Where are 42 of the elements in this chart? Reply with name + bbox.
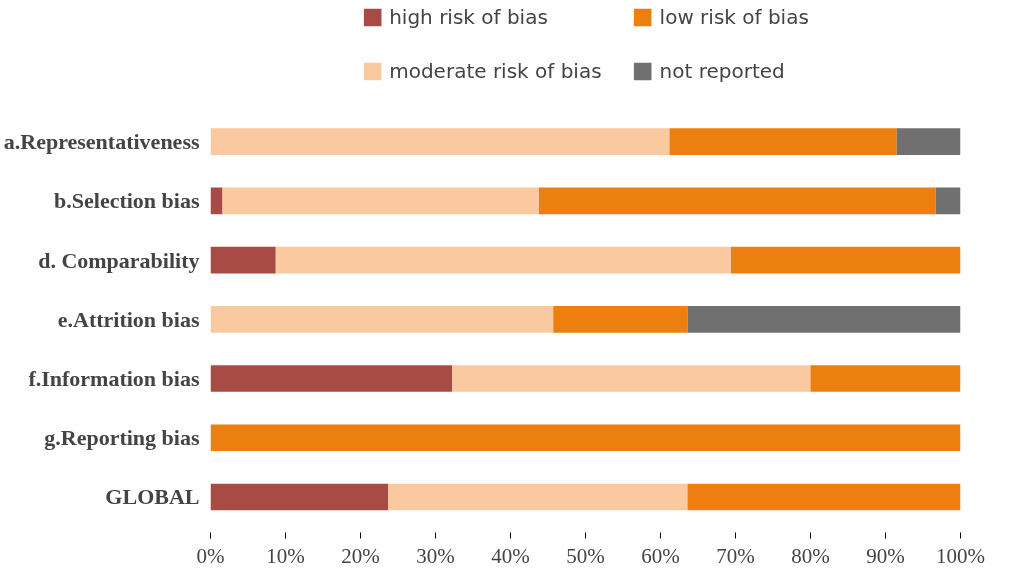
bar (222, 187, 539, 215)
y-tick-label: e.Attrition bias (57, 306, 200, 332)
x-tick-label: 100% (936, 543, 985, 568)
legend-label: moderate risk of bias (389, 59, 602, 83)
y-tick-label: g.Reporting bias (44, 425, 200, 451)
y-tick-label: GLOBAL (105, 484, 200, 510)
x-tick-label: 50% (566, 543, 605, 568)
x-tick-label: 70% (716, 543, 755, 568)
x-tick-label: 60% (641, 543, 680, 568)
bar (210, 187, 223, 215)
bar (210, 128, 670, 156)
bar (935, 187, 961, 215)
bar (210, 483, 389, 511)
y-tick-label: d. Comparability (38, 247, 200, 273)
bar (896, 128, 961, 156)
legend-label: high risk of bias (389, 5, 548, 29)
bar (553, 306, 688, 333)
bar (452, 365, 811, 392)
legend-label: low risk of bias (659, 5, 809, 29)
bar (731, 246, 961, 274)
bar (687, 483, 961, 511)
bar (210, 306, 554, 333)
x-tick-label: 80% (791, 543, 830, 568)
x-tick-label: 30% (416, 543, 455, 568)
x-tick-label: 40% (491, 543, 530, 568)
bar (210, 424, 961, 452)
bar (210, 365, 452, 392)
bar (810, 365, 961, 392)
x-tick-label: 0% (196, 543, 225, 568)
y-tick-label: f.Information bias (28, 366, 200, 392)
bar (275, 246, 731, 274)
bar (687, 306, 961, 333)
bar (388, 483, 688, 511)
x-tick-label: 20% (341, 543, 380, 568)
bar (210, 246, 276, 274)
bar (669, 128, 897, 156)
legend-label: not reported (659, 59, 785, 83)
bar (539, 187, 936, 215)
y-tick-label: b.Selection bias (54, 188, 200, 214)
x-tick-label: 10% (266, 543, 305, 568)
x-tick-label: 90% (866, 543, 905, 568)
y-tick-label: a.Representativeness (3, 129, 200, 155)
